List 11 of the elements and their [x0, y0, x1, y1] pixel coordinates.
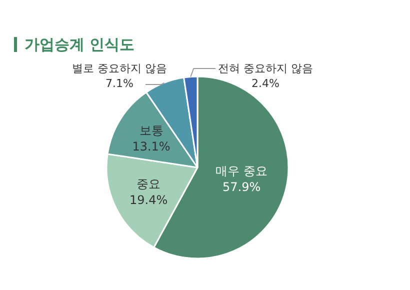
data-label: 7.1% [106, 77, 134, 90]
data-label: 19.4% [130, 192, 168, 207]
chart-title: 가업승계 인식도 [24, 36, 135, 54]
data-label: 57.9% [222, 180, 261, 194]
data-label: 13.1% [132, 139, 170, 154]
data-label: 2.4% [252, 77, 280, 90]
slice-label: 별로 중요하지 않음 [72, 62, 168, 75]
slice-label: 보통 [139, 123, 164, 138]
slice-label: 전혀 중요하지 않음 [218, 62, 314, 75]
slice-label: 중요 [136, 176, 161, 191]
slice-label: 매우 중요 [216, 164, 268, 178]
